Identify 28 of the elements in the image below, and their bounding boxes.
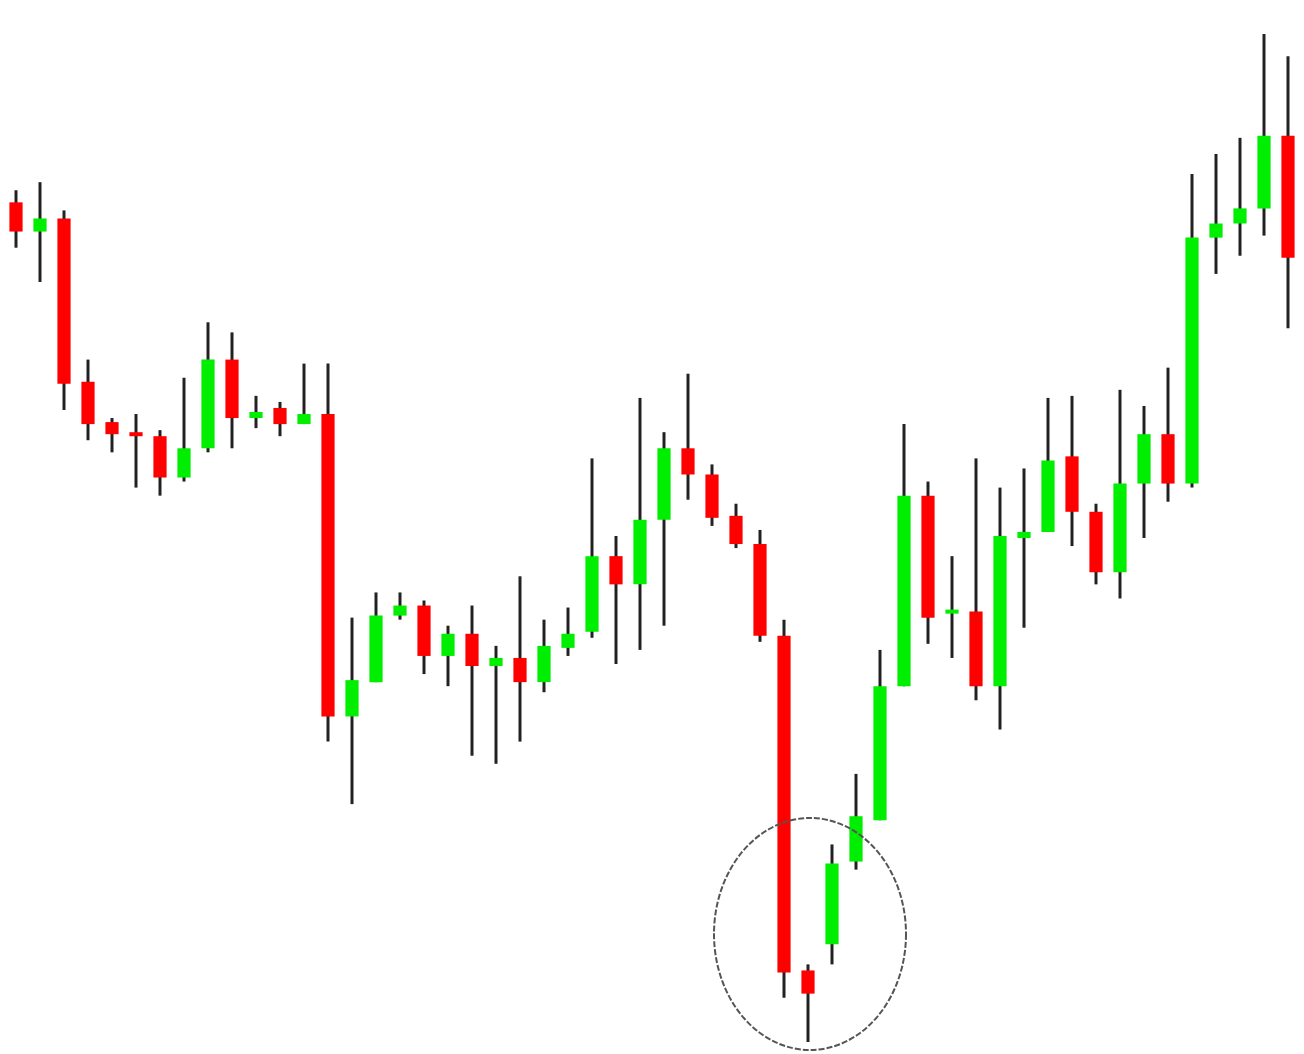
candlestick [393,590,407,622]
candlestick [1209,152,1223,276]
candlestick [177,376,191,484]
candlestick [609,534,623,666]
candlestick [1233,136,1247,258]
candlestick [465,604,479,758]
candlestick [129,412,143,490]
candlestick [249,394,263,430]
candlestick [801,962,815,1044]
candlestick [945,554,959,660]
candlestick [345,616,359,806]
candlestick [849,772,863,872]
candlestick [273,400,287,438]
candlestick [705,462,719,528]
candlestick [81,358,95,442]
candlestick [561,606,575,658]
candlestick [297,362,311,426]
candlestick [33,180,47,284]
candlestick [153,428,167,498]
candlestick [681,372,695,502]
candlestick [105,416,119,454]
candlestick [9,188,23,250]
candlestick [1017,466,1031,630]
candlestick [537,618,551,694]
candlestick [441,624,455,688]
candlestick [513,574,527,744]
candlestick [489,644,503,766]
candlestick [729,502,743,550]
